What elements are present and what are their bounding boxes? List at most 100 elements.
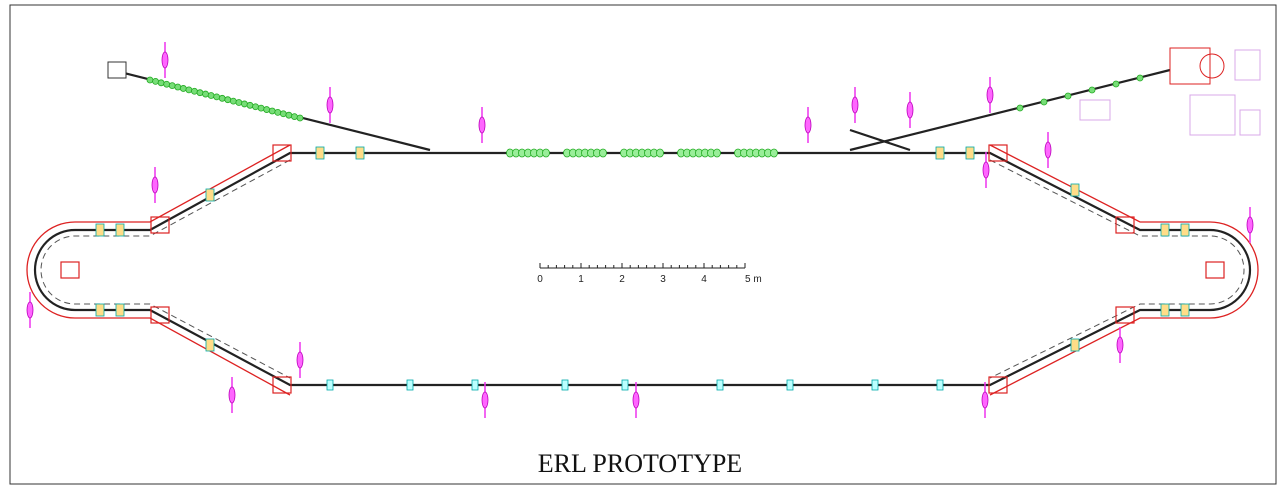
dump-hall (1079, 49, 1261, 136)
diagnostic (161, 51, 169, 69)
beam-pipe (40, 159, 1245, 379)
diagnostic (632, 391, 640, 409)
quadrupole (471, 379, 479, 391)
magnet (935, 146, 945, 160)
diagnostic (26, 301, 34, 319)
scale-label: 2 (619, 274, 625, 285)
quadrupole (163, 80, 171, 88)
diagnostic (986, 86, 994, 104)
frame (9, 4, 1277, 485)
magnet (1070, 338, 1080, 352)
magnet (115, 223, 125, 237)
quadrupole (936, 379, 944, 391)
quadrupole (146, 76, 154, 84)
quadrupole (1016, 104, 1024, 112)
quadrupole (786, 379, 794, 391)
quadrupole (207, 92, 215, 99)
dipole (1115, 306, 1135, 324)
quadrupole (716, 379, 724, 391)
magnet (205, 338, 215, 352)
quadrupole (257, 104, 265, 112)
dipole (60, 261, 80, 279)
quadrupole (279, 110, 287, 118)
diagnostic (228, 386, 236, 404)
quadrupole (406, 379, 414, 391)
quadrupole (296, 114, 304, 122)
scale-bar: 0 1 2 3 4 5 m (537, 263, 762, 285)
magnet (1180, 223, 1190, 237)
dipole (1205, 261, 1225, 279)
magnet (355, 146, 365, 160)
magnet (315, 146, 325, 160)
diagnostic (851, 96, 859, 114)
quadrupole (213, 93, 221, 101)
dump (1169, 47, 1211, 85)
cavity (542, 148, 550, 158)
magnet (115, 303, 125, 317)
scale-label: 3 (660, 274, 666, 285)
magnet (1070, 183, 1080, 197)
diagnostic (804, 116, 812, 134)
quadrupole (252, 103, 259, 111)
scale-ticks (539, 263, 746, 268)
dump-head (1199, 53, 1225, 79)
quadrupole (191, 87, 198, 95)
quadrupole (1088, 86, 1096, 94)
quadrupole (263, 106, 271, 113)
magnet (205, 188, 215, 202)
quadrupole (229, 97, 237, 105)
quadrupole (291, 113, 298, 120)
cavity (656, 148, 664, 158)
quadrupole (174, 83, 182, 91)
diagnostic (326, 96, 334, 114)
beamline (33, 151, 1252, 387)
quadrupole (561, 379, 569, 391)
magnet (95, 223, 105, 237)
diagnostic (981, 391, 989, 409)
quadrupole (157, 79, 165, 87)
diagnostic (296, 351, 304, 369)
dipole (150, 216, 170, 234)
quadrupole (1064, 92, 1072, 100)
cavity (599, 148, 607, 158)
diagram-title: ERL PROTOTYPE (538, 449, 742, 478)
dipole (1115, 216, 1135, 234)
quadrupole (235, 99, 243, 106)
scale-label: 0 (537, 274, 543, 285)
quadrupole (179, 85, 187, 92)
quadrupole (1040, 98, 1048, 106)
diagnostic (151, 176, 159, 194)
quadrupole (152, 78, 159, 85)
quadrupole (621, 379, 629, 391)
quadrupole (246, 101, 254, 109)
dipole (272, 376, 292, 394)
quadrupole (285, 111, 293, 119)
quadrupole (196, 89, 204, 97)
magnet (1160, 303, 1170, 317)
beamline-elements (26, 42, 1254, 418)
quadrupole (202, 90, 209, 98)
diagnostic (478, 116, 486, 134)
quadrupole (1112, 80, 1120, 88)
quadrupole (168, 82, 176, 90)
diagnostic (982, 161, 990, 179)
scale-label: 5 m (745, 274, 762, 285)
quadrupole (326, 379, 334, 391)
dipole (150, 306, 170, 324)
scale-label: 1 (578, 274, 584, 285)
quadrupole (218, 94, 226, 102)
dipole (988, 376, 1008, 394)
magnet (95, 303, 105, 317)
cavity (713, 148, 721, 158)
quadrupole (185, 86, 193, 94)
diagnostic (906, 101, 914, 119)
quadrupole (268, 107, 276, 115)
dipole (988, 144, 1008, 162)
cavity (770, 148, 778, 158)
diagnostic (1044, 141, 1052, 159)
quadrupole (1136, 74, 1144, 82)
magnet (1160, 223, 1170, 237)
quadrupole (224, 96, 232, 104)
quadrupole (274, 108, 282, 116)
